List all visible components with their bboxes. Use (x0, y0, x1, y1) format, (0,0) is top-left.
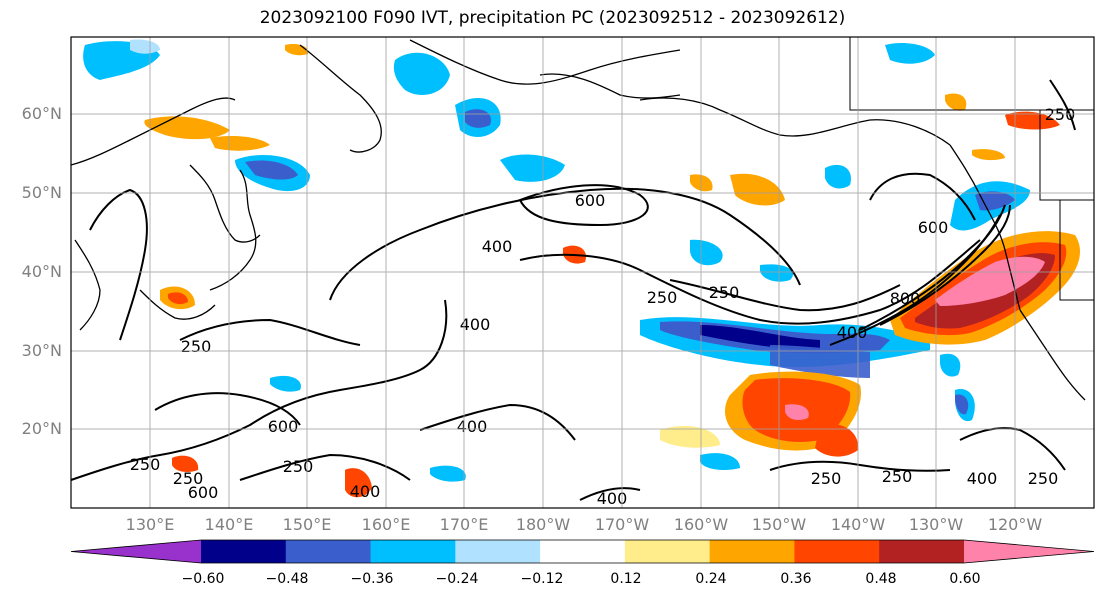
lat-label: 30°N (21, 341, 62, 360)
colorbar-segment (201, 540, 287, 563)
colorbar-segment (370, 540, 456, 563)
lon-label: 150°E (282, 515, 332, 534)
contour-label: 250 (173, 469, 204, 488)
colorbar-segment (964, 540, 1094, 563)
map-frame (70, 36, 1095, 509)
contour-label: 250 (181, 337, 212, 356)
colorbar-tick-label: −0.36 (350, 571, 394, 587)
contour-label: 600 (918, 218, 949, 237)
colorbar-tick-label: −0.60 (181, 571, 225, 587)
map-title: 2023092100 F090 IVT, precipitation PC (2… (259, 8, 846, 28)
lon-label: 130°E (125, 515, 175, 534)
colorbar-segment (71, 540, 201, 563)
lon-label: 170°W (594, 515, 650, 534)
colorbar-segment (794, 540, 880, 563)
colorbar-tick-label: 0.60 (949, 571, 981, 587)
contour-label: 250 (130, 455, 161, 474)
contour-label: 400 (482, 237, 513, 256)
contour-label: 600 (575, 191, 606, 210)
lat-label: 60°N (21, 104, 62, 123)
colorbar-segment (540, 540, 626, 563)
lon-label: 170°E (439, 515, 489, 534)
borders (849, 37, 1094, 301)
lon-label: 140°W (830, 515, 886, 534)
colorbar-segment (879, 540, 965, 563)
colorbar-tick-label: 0.48 (865, 571, 897, 587)
contour-label: 400 (597, 489, 628, 508)
lon-label: 160°W (673, 515, 729, 534)
contour-label: 250 (647, 288, 678, 307)
contour-label: 250 (811, 469, 842, 488)
coastlines (70, 39, 1086, 401)
contour-label: 600 (268, 417, 299, 436)
lon-label: 120°W (987, 515, 1043, 534)
colorbar-tick-label: 0.12 (610, 571, 642, 587)
lon-label: 130°W (908, 515, 964, 534)
contour-label: 400 (837, 323, 868, 342)
contour-label: 600 (188, 483, 219, 502)
colorbar-segment (624, 540, 711, 563)
contour-label: 250 (709, 283, 740, 302)
colorbar-tick-label: −0.12 (520, 571, 564, 587)
gridlines (71, 37, 1094, 508)
lat-label: 20°N (21, 419, 62, 438)
lon-label: 180°W (515, 515, 571, 534)
contour-label: 250 (882, 467, 913, 486)
colorbar-segment (285, 540, 372, 563)
ivt-contours (70, 79, 1076, 501)
lon-label: 160°E (361, 515, 411, 534)
colorbar-tick-label: −0.24 (435, 571, 479, 587)
contour-label: 250 (283, 457, 314, 476)
colorbar-tick-label: −0.48 (265, 571, 309, 587)
contour-label: 250 (1028, 469, 1059, 488)
contour-label: 400 (457, 417, 488, 436)
colorbar-segment (709, 540, 795, 563)
lat-label: 40°N (21, 262, 62, 281)
lon-label: 140°E (204, 515, 254, 534)
lat-label: 50°N (21, 183, 62, 202)
contour-label: 400 (350, 482, 381, 501)
colorbar (70, 539, 1095, 564)
colorbar-tick-label: 0.36 (780, 571, 812, 587)
lon-label: 150°W (751, 515, 807, 534)
colorbar-outline (70, 539, 1095, 564)
contour-label: 800 (890, 289, 921, 308)
colorbar-segment (455, 540, 541, 563)
colorbar-tick-label: 0.24 (695, 571, 727, 587)
contour-label: 400 (460, 315, 491, 334)
contour-label: 400 (967, 469, 998, 488)
